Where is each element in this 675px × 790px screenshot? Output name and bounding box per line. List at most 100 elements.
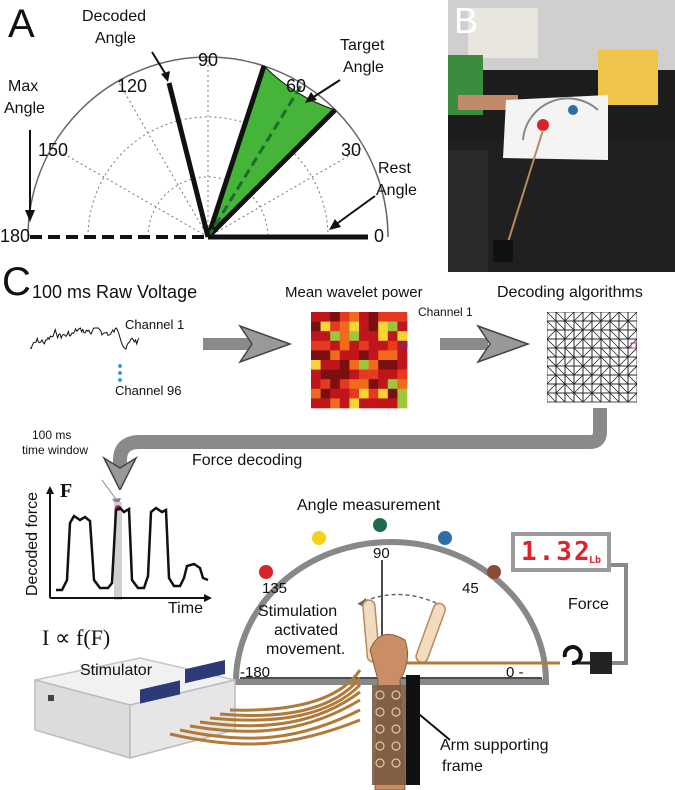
heatmap-cell (349, 360, 360, 370)
decoder-link (547, 320, 557, 331)
decoded-angle-line (166, 82, 211, 238)
angle-measurement-label: Angle measurement (297, 497, 441, 514)
decoder-link (547, 329, 557, 340)
heatmap-cell (349, 369, 360, 380)
heatmap-cell (359, 379, 369, 390)
y-axis-label: Decoded force (24, 491, 41, 597)
board-tick-0: 0 - (506, 664, 524, 681)
heatmap-cell (387, 360, 398, 370)
decoder-link (618, 329, 629, 340)
heatmap-cell (368, 369, 379, 380)
decoder-link (573, 312, 584, 322)
target-angle-label-1: Target (340, 37, 385, 54)
decoder-link (555, 320, 566, 331)
heatmap-cell (349, 398, 360, 409)
decoded-angle-label-2: Angle (95, 30, 136, 47)
decoder-link (555, 392, 566, 403)
decoder-link (582, 365, 593, 376)
heatmap-cell (320, 388, 331, 399)
heatmap-cell (368, 321, 379, 332)
decoder-link (582, 356, 593, 367)
panel-a-letter: A (8, 2, 35, 46)
force-decoding-path (113, 408, 607, 470)
arrow-head-1 (238, 324, 293, 364)
decoder-link (600, 365, 611, 376)
decoder-link (564, 383, 575, 394)
tick-180: 180 (0, 226, 31, 246)
heatmap-cell (387, 321, 398, 332)
arrow-shaft-2 (440, 338, 488, 350)
decoder-link (600, 320, 611, 331)
heatmap-cell (387, 369, 398, 380)
decoder-link (591, 329, 602, 340)
decoder-link (573, 320, 584, 331)
heatmap-cell (359, 369, 369, 380)
decoder-link (600, 392, 611, 403)
force-decoding-label: Force decoding (192, 452, 303, 469)
decoder-link (555, 365, 566, 376)
heatmap-cell (378, 398, 389, 409)
decoder-link (591, 338, 602, 349)
heatmap-cell (330, 331, 341, 342)
decoder-link (547, 365, 557, 376)
max-angle-label-1: Max (8, 78, 39, 95)
heatmap-cell (359, 360, 369, 370)
heatmap-cell (349, 312, 360, 322)
decoder-link (609, 320, 620, 331)
panel-c-letter: C (2, 260, 31, 304)
decoder-link (591, 365, 602, 376)
heatmap-cell (330, 321, 341, 332)
decoder-link (627, 320, 637, 331)
dot-red (259, 565, 273, 579)
board-tick-90: 90 (373, 545, 390, 562)
decoder-link (547, 356, 557, 367)
force-display-unit: Lb (588, 555, 601, 566)
heatmap-cell (339, 398, 350, 409)
decoder-link (547, 312, 557, 322)
heatmap-cell (397, 312, 408, 322)
channel-1-label: Channel 1 (125, 317, 185, 332)
decoder-link (582, 338, 593, 349)
decoder-link (609, 365, 620, 376)
heatmap-cell (359, 331, 369, 342)
decoded-force-plot (46, 479, 212, 602)
decoder-link (618, 347, 629, 358)
dot-brown (487, 565, 501, 579)
decoder-link (555, 347, 566, 358)
decoder-link (573, 356, 584, 367)
heatmap-cell (349, 388, 360, 399)
flow-arrows (102, 324, 607, 490)
heatmap-cell (311, 350, 321, 361)
decoder-link (591, 392, 602, 403)
heatmap-cell (320, 321, 331, 332)
decoder-link (582, 329, 593, 340)
heatmap-cell (378, 340, 389, 351)
decoder-link (600, 329, 611, 340)
decoder-link (547, 374, 557, 385)
heatmap-cell (387, 398, 398, 409)
heatmap-cell (368, 398, 379, 409)
time-window-label-1: 100 ms (32, 428, 72, 442)
arrow-head-2 (476, 324, 531, 364)
decoder-link (627, 356, 637, 367)
decoder-link (609, 374, 620, 385)
decoder-link (618, 392, 629, 403)
tick-120: 120 (117, 76, 148, 96)
decoded-angle-arrowhead (161, 71, 170, 82)
decoder-link (564, 392, 575, 403)
decoder-link (609, 392, 620, 403)
wavelet-heatmap (311, 312, 408, 409)
decoder-link (618, 365, 629, 376)
heatmap-channel-label: Channel 1 (418, 305, 473, 319)
heatmap-cell (368, 312, 379, 322)
decoder-link (573, 329, 584, 340)
heatmap-cell (387, 331, 398, 342)
radial-120 (117, 80, 209, 238)
arm-frame-arrow (408, 705, 451, 741)
heatmap-cell (378, 388, 389, 399)
polar-angle-diagram (25, 51, 389, 240)
heatmap-cell (378, 350, 389, 361)
heatmap-cell (397, 321, 408, 332)
heatmap-cell (320, 340, 331, 351)
heatmap-cell (339, 321, 350, 332)
